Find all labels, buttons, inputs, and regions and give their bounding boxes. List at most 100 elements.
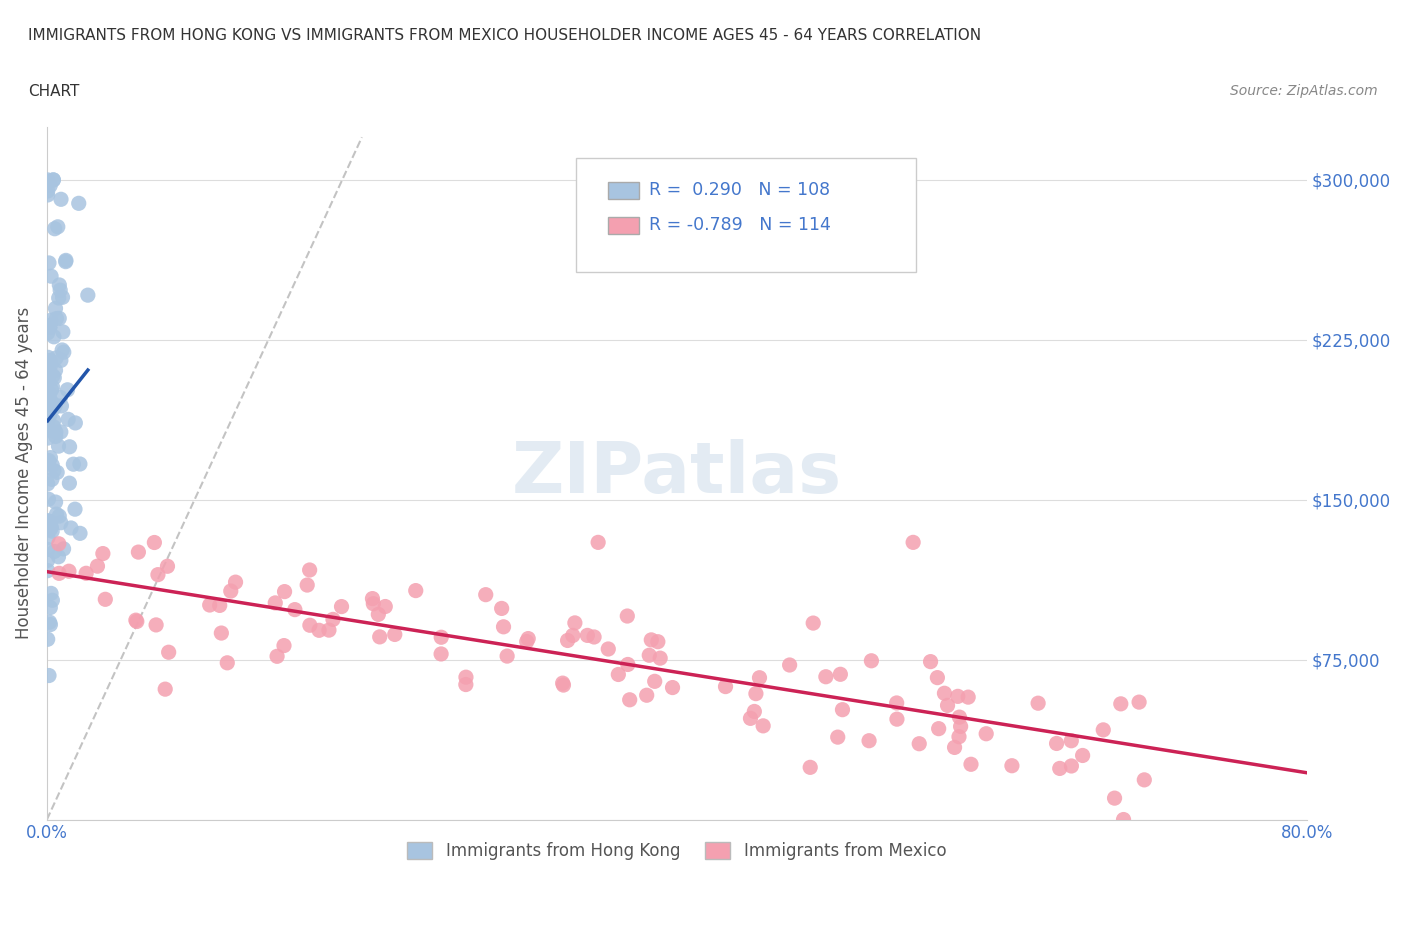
Point: [561, 628, 583, 643]
Point: [208, 598, 231, 613]
Point: [551, 676, 574, 691]
Point: [38, 385, 60, 400]
Point: [37, 364, 59, 379]
Point: [295, 578, 318, 592]
Point: [49, 283, 72, 298]
Point: [901, 535, 924, 550]
Point: [146, 567, 169, 582]
Point: [56, 412, 79, 427]
Point: [37, 397, 59, 412]
Point: [67, 196, 90, 211]
Point: [553, 678, 575, 693]
Point: [37, 431, 59, 445]
Point: [38, 615, 60, 630]
Point: [814, 670, 837, 684]
Point: [308, 623, 330, 638]
Point: [44, 398, 66, 413]
Point: [153, 682, 176, 697]
Point: [48, 509, 70, 524]
Point: [45, 425, 67, 440]
Point: [37, 358, 59, 373]
Point: [948, 710, 970, 724]
Point: [45, 495, 67, 510]
Point: [273, 584, 295, 599]
Point: [44, 363, 66, 378]
Point: [39, 179, 62, 193]
Point: [52, 345, 75, 360]
Point: [454, 677, 477, 692]
Point: [644, 674, 666, 689]
FancyBboxPatch shape: [607, 217, 640, 234]
Point: [39, 586, 62, 601]
Point: [266, 649, 288, 664]
Point: [492, 619, 515, 634]
Text: R = -0.789   N = 114: R = -0.789 N = 114: [650, 216, 831, 234]
Point: [69, 457, 91, 472]
Point: [217, 656, 239, 671]
Point: [48, 565, 70, 580]
Point: [491, 601, 513, 616]
Point: [616, 608, 638, 623]
Point: [58, 476, 80, 491]
Point: [37, 492, 59, 507]
Point: [957, 690, 980, 705]
Point: [45, 312, 67, 326]
Point: [619, 692, 641, 707]
Point: [39, 600, 62, 615]
Point: [42, 401, 65, 416]
Point: [42, 413, 65, 428]
Point: [586, 535, 609, 550]
Point: [1092, 723, 1115, 737]
Point: [740, 711, 762, 725]
Point: [48, 439, 70, 454]
Point: [37, 542, 59, 557]
Point: [145, 618, 167, 632]
Point: [330, 599, 353, 614]
Point: [557, 633, 579, 648]
Point: [49, 424, 72, 439]
Point: [636, 688, 658, 703]
Point: [39, 514, 62, 529]
Point: [58, 564, 80, 578]
Point: [44, 301, 66, 316]
Point: [37, 553, 59, 568]
Point: [42, 329, 65, 344]
Point: [143, 535, 166, 550]
Point: [46, 465, 69, 480]
Point: [38, 408, 60, 423]
Point: [322, 612, 344, 627]
Point: [209, 626, 232, 641]
Point: [38, 668, 60, 683]
Point: [298, 563, 321, 578]
Point: [49, 353, 72, 368]
Point: [37, 392, 59, 407]
Point: [830, 667, 852, 682]
Point: [44, 544, 66, 559]
Point: [264, 595, 287, 610]
Point: [55, 253, 77, 268]
Point: [225, 575, 247, 590]
Point: [886, 711, 908, 726]
Text: ZIPatlas: ZIPatlas: [512, 439, 842, 508]
Point: [39, 318, 62, 333]
Point: [48, 550, 70, 565]
Point: [48, 537, 70, 551]
Point: [650, 651, 672, 666]
Point: [39, 450, 62, 465]
Point: [45, 351, 67, 365]
Point: [37, 530, 59, 545]
Point: [39, 394, 62, 409]
Point: [41, 382, 63, 397]
Point: [41, 458, 63, 472]
Point: [928, 722, 950, 737]
Point: [125, 614, 148, 629]
Point: [39, 394, 62, 409]
Point: [38, 363, 60, 378]
Point: [51, 342, 73, 357]
Point: [384, 627, 406, 642]
Point: [52, 325, 75, 339]
Point: [76, 287, 98, 302]
Point: [886, 696, 908, 711]
Point: [39, 312, 62, 327]
Point: [640, 632, 662, 647]
